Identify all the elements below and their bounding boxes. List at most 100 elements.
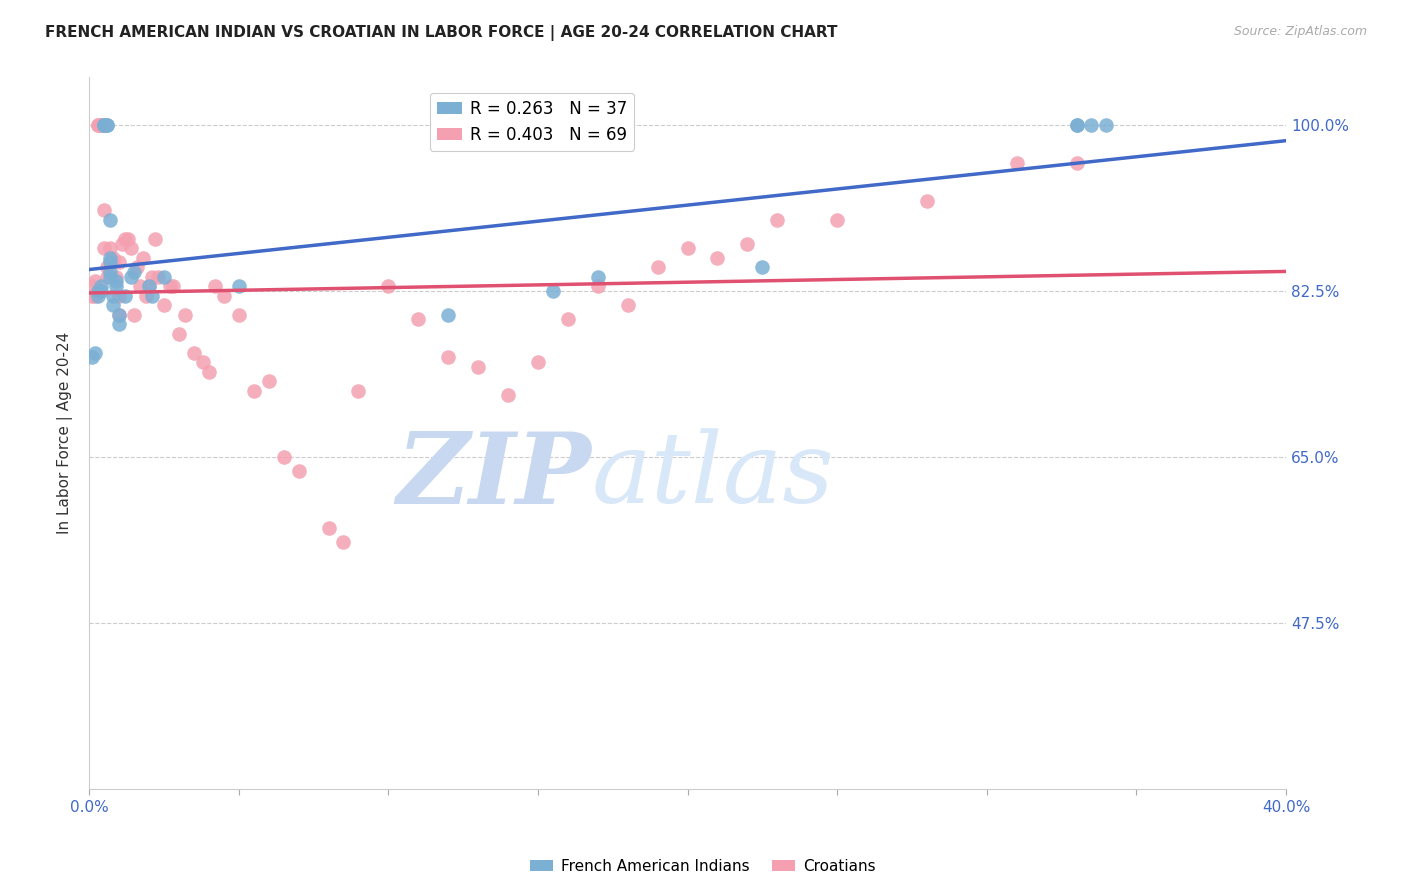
Point: [96, 118, 118, 132]
Text: FRENCH AMERICAN INDIAN VS CROATIAN IN LABOR FORCE | AGE 20-24 CORRELATION CHART: FRENCH AMERICAN INDIAN VS CROATIAN IN LA…: [45, 25, 838, 41]
Point: [93, 203, 115, 218]
Point: [129, 279, 152, 293]
Point: [437, 308, 460, 322]
Point: [332, 535, 354, 549]
Point: [96, 260, 118, 275]
Point: [273, 450, 295, 464]
Point: [676, 241, 699, 255]
Point: [105, 279, 128, 293]
Point: [98, 251, 121, 265]
Point: [212, 288, 235, 302]
Point: [437, 351, 460, 365]
Point: [183, 345, 205, 359]
Point: [101, 255, 124, 269]
Point: [132, 251, 155, 265]
Text: Source: ZipAtlas.com: Source: ZipAtlas.com: [1233, 25, 1367, 38]
Point: [98, 269, 121, 284]
Point: [204, 279, 226, 293]
Point: [120, 241, 142, 255]
Point: [766, 212, 789, 227]
Point: [93, 118, 115, 132]
Point: [228, 308, 250, 322]
Point: [122, 308, 145, 322]
Point: [93, 241, 115, 255]
Point: [586, 279, 609, 293]
Point: [84, 345, 107, 359]
Point: [93, 118, 115, 132]
Point: [117, 232, 139, 246]
Point: [167, 326, 190, 341]
Point: [1095, 118, 1118, 132]
Point: [146, 269, 169, 284]
Point: [120, 269, 142, 284]
Point: [616, 298, 638, 312]
Text: atlas: atlas: [592, 428, 835, 524]
Point: [98, 212, 121, 227]
Point: [84, 288, 107, 302]
Point: [1080, 118, 1102, 132]
Point: [93, 118, 115, 132]
Point: [114, 232, 136, 246]
Point: [108, 308, 131, 322]
Point: [101, 288, 124, 302]
Point: [98, 241, 121, 255]
Point: [751, 260, 773, 275]
Point: [141, 288, 163, 302]
Point: [84, 275, 107, 289]
Point: [108, 288, 131, 302]
Point: [159, 279, 181, 293]
Point: [87, 284, 110, 298]
Point: [496, 388, 519, 402]
Point: [82, 279, 104, 293]
Point: [96, 118, 118, 132]
Point: [541, 284, 564, 298]
Point: [108, 308, 131, 322]
Point: [90, 279, 112, 293]
Point: [406, 312, 429, 326]
Point: [90, 118, 112, 132]
Point: [318, 521, 340, 535]
Point: [915, 194, 938, 208]
Point: [105, 269, 128, 284]
Point: [125, 260, 148, 275]
Point: [153, 298, 176, 312]
Point: [162, 279, 184, 293]
Point: [242, 384, 264, 398]
Point: [105, 275, 128, 289]
Point: [111, 236, 134, 251]
Point: [527, 355, 550, 369]
Point: [153, 269, 176, 284]
Point: [108, 317, 131, 331]
Point: [1066, 118, 1088, 132]
Point: [87, 288, 110, 302]
Point: [1066, 156, 1088, 170]
Point: [228, 279, 250, 293]
Point: [87, 118, 110, 132]
Point: [191, 355, 214, 369]
Point: [135, 288, 157, 302]
Point: [467, 359, 489, 374]
Point: [101, 298, 124, 312]
Point: [98, 255, 121, 269]
Point: [138, 279, 160, 293]
Point: [98, 255, 121, 269]
Point: [257, 374, 280, 388]
Text: ZIP: ZIP: [396, 428, 592, 524]
Point: [138, 279, 160, 293]
Point: [198, 365, 221, 379]
Point: [1005, 156, 1028, 170]
Point: [143, 232, 166, 246]
Point: [377, 279, 399, 293]
Point: [114, 288, 136, 302]
Y-axis label: In Labor Force | Age 20-24: In Labor Force | Age 20-24: [58, 332, 73, 534]
Point: [82, 288, 104, 302]
Point: [98, 265, 121, 279]
Point: [825, 212, 848, 227]
Legend: French American Indians, Croatians: French American Indians, Croatians: [524, 853, 882, 880]
Point: [96, 269, 118, 284]
Point: [108, 255, 131, 269]
Point: [586, 269, 609, 284]
Point: [90, 118, 112, 132]
Point: [706, 251, 728, 265]
Point: [557, 312, 579, 326]
